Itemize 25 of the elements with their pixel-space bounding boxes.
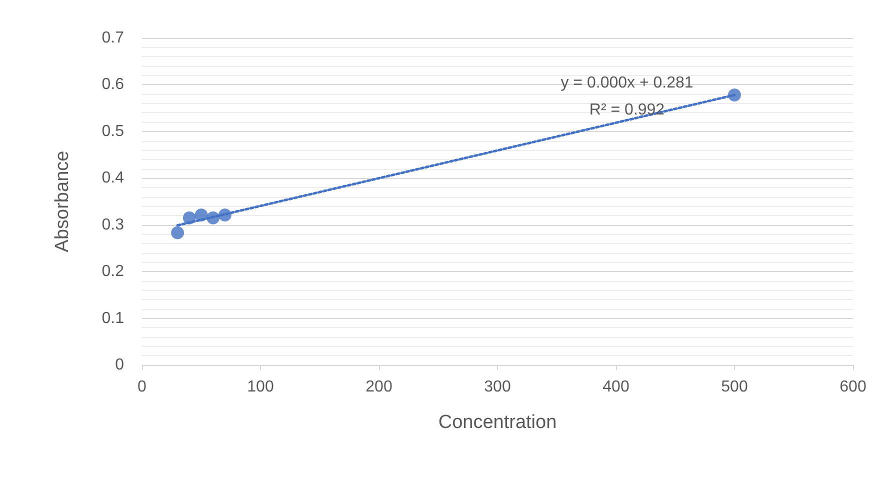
point [194, 208, 208, 222]
y-tick-label: 0.5 [102, 122, 124, 140]
y-tick-label: 0.7 [102, 30, 124, 46]
annotation: R² = 0.992 [589, 102, 665, 118]
x-axis-title: Concentration [438, 412, 557, 433]
x-tick-label: 600 [840, 378, 866, 396]
point [218, 208, 232, 222]
y-tick-label: 0.2 [102, 263, 124, 280]
x-tick-label: 100 [247, 378, 274, 396]
y-tick-label: 0 [115, 356, 124, 374]
annotation: y = 0.000x + 0.281 [560, 74, 694, 92]
x-tick-label: 400 [602, 378, 630, 396]
x-tick-label: 200 [366, 378, 392, 396]
x-tick-label: 300 [484, 378, 511, 396]
x-tick-label: 500 [721, 378, 748, 396]
point [206, 211, 220, 224]
point [171, 226, 184, 240]
point [728, 88, 741, 102]
y-tick-label: 0.3 [102, 216, 124, 234]
y-tick-label: 0.1 [102, 310, 124, 327]
y-axis-title: Absorbance [52, 150, 73, 252]
y-tick-label: 0.6 [102, 76, 124, 94]
x-tick-label: 0 [138, 378, 147, 396]
y-tick-label: 0.4 [102, 170, 124, 187]
point [182, 211, 196, 224]
